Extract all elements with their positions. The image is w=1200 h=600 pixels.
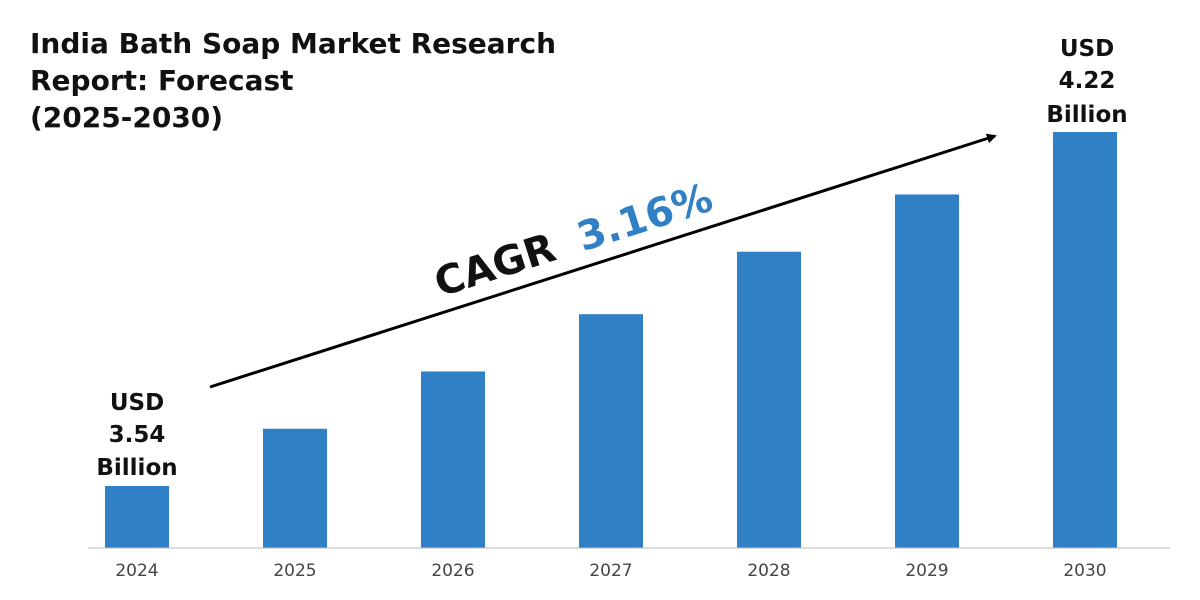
bar-2024: [105, 486, 169, 548]
start-label-amount: 3.54: [109, 422, 166, 448]
x-tick-2024: 2024: [115, 561, 158, 581]
bar-2026: [421, 371, 485, 548]
x-tick-2029: 2029: [905, 561, 948, 581]
end-label-currency: USD: [1060, 36, 1114, 62]
title-line-2: Report: Forecast: [30, 64, 294, 97]
start-value-label: USD 3.54 Billion: [96, 390, 177, 481]
x-tick-2030: 2030: [1063, 561, 1106, 581]
title-line-3: (2025-2030): [30, 101, 223, 134]
start-label-currency: USD: [110, 390, 164, 416]
start-label-unit: Billion: [96, 455, 177, 481]
bars-group: [105, 132, 1117, 548]
cagr-annotation: CAGR 3.16%: [429, 175, 718, 307]
bar-2029: [895, 194, 959, 548]
x-axis-ticks: 2024 2025 2026 2027 2028 2029 2030: [115, 561, 1106, 581]
bar-2030: [1053, 132, 1117, 548]
bar-2027: [579, 314, 643, 548]
end-value-label: USD 4.22 Billion: [1046, 36, 1127, 128]
chart-title: India Bath Soap Market Research Report: …: [30, 27, 556, 134]
bar-2028: [737, 251, 801, 548]
x-tick-2026: 2026: [431, 561, 474, 581]
end-label-amount: 4.22: [1059, 68, 1116, 94]
x-tick-2025: 2025: [273, 561, 316, 581]
title-line-1: India Bath Soap Market Research: [30, 27, 556, 60]
end-label-unit: Billion: [1046, 102, 1127, 128]
bar-2025: [263, 428, 327, 548]
x-tick-2028: 2028: [747, 561, 790, 581]
cagr-arrow-line: [209, 133, 997, 389]
x-tick-2027: 2027: [589, 561, 632, 581]
cagr-arrow: [209, 133, 997, 389]
